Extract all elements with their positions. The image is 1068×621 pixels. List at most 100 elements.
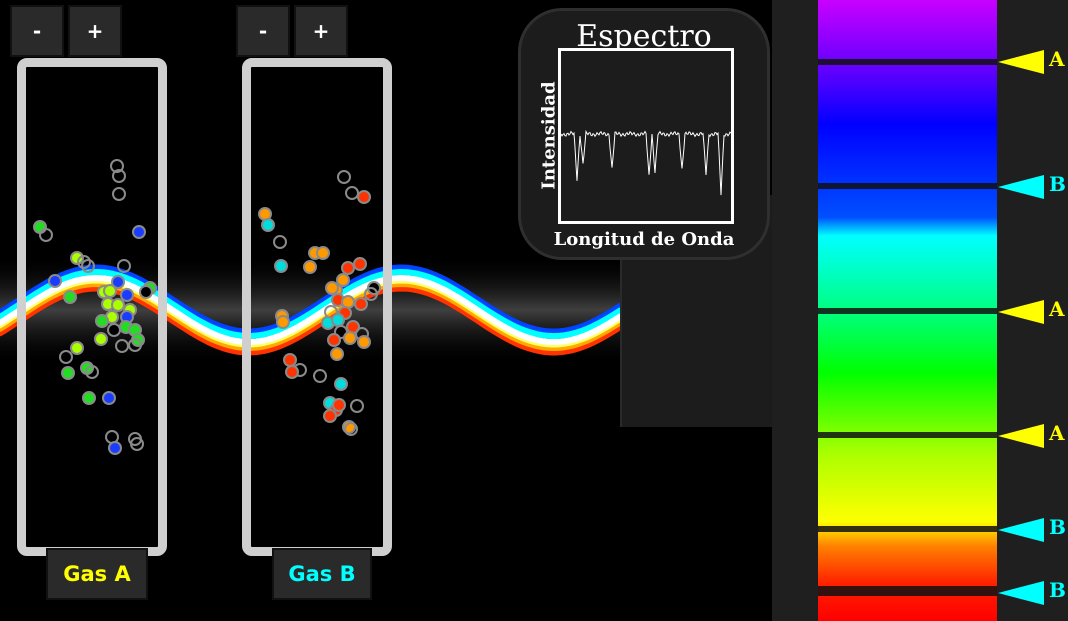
gas-particle xyxy=(77,255,91,269)
absorption-line xyxy=(818,586,997,596)
gas-particle xyxy=(354,297,368,311)
absorption-marker: A xyxy=(998,47,1068,77)
spectrum-x-axis-label: Longitud de Onda xyxy=(553,229,735,250)
chamber-b-gas-label: Gas B xyxy=(272,548,372,600)
gas-particle xyxy=(81,259,95,273)
gas-particle xyxy=(61,366,75,380)
gas-particle xyxy=(59,350,73,364)
marker-arrow-icon xyxy=(998,518,1044,542)
gas-particle xyxy=(316,246,330,260)
gas-particle xyxy=(48,274,62,288)
gas-particle xyxy=(274,259,288,273)
gas-particle xyxy=(108,441,122,455)
gas-particle xyxy=(110,159,124,173)
chamber-a-gas-label: Gas A xyxy=(46,548,148,600)
gas-particle xyxy=(364,287,378,301)
marker-arrow-icon xyxy=(998,175,1044,199)
chamber-b-gas-name: Gas B xyxy=(288,562,356,586)
beam-wave xyxy=(0,264,620,336)
gas-particle xyxy=(130,437,144,451)
gas-particle xyxy=(313,369,327,383)
gas-particle xyxy=(325,281,339,295)
gas-particle xyxy=(107,323,121,337)
gas-particle xyxy=(343,331,357,345)
gas-particle xyxy=(128,338,142,352)
gas-particle xyxy=(337,170,351,184)
marker-label: B xyxy=(1049,578,1066,602)
absorption-line xyxy=(818,308,997,314)
gas-particle xyxy=(94,332,108,346)
gas-particles xyxy=(33,159,381,455)
gas-particle xyxy=(115,339,129,353)
gas-particle xyxy=(341,261,355,275)
gas-particle xyxy=(111,275,125,289)
gas-particle xyxy=(327,333,341,347)
gas-particle xyxy=(33,220,47,234)
gas-particle xyxy=(117,259,131,273)
gas-particle xyxy=(85,365,99,379)
gas-particle xyxy=(336,273,350,287)
gas-particle xyxy=(273,235,287,249)
marker-label: B xyxy=(1049,172,1066,196)
gas-particle xyxy=(332,398,346,412)
marker-label: A xyxy=(1049,421,1065,445)
gas-particle xyxy=(120,288,134,302)
gas-particle xyxy=(323,409,337,423)
gas-particle xyxy=(285,365,299,379)
beam-wave xyxy=(0,280,620,352)
chamber-a-minus-button[interactable]: - xyxy=(10,5,64,57)
absorption-line xyxy=(818,432,997,438)
spectrum-y-axis-label: Intensidad xyxy=(538,81,560,190)
absorption-spectrum-bands xyxy=(818,0,997,621)
gas-particle xyxy=(132,225,146,239)
spectrum-plot xyxy=(558,48,734,224)
gas-particle xyxy=(261,218,275,232)
gas-particle xyxy=(111,298,125,312)
gas-particle xyxy=(357,335,371,349)
gas-particle xyxy=(303,260,317,274)
spectrum-trace xyxy=(560,129,732,196)
gas-particle xyxy=(331,313,345,327)
marker-label: A xyxy=(1049,297,1065,321)
gas-particle xyxy=(330,347,344,361)
absorption-marker: B xyxy=(998,578,1068,608)
beam-wave xyxy=(0,274,620,346)
chamber-a-particles xyxy=(33,159,157,455)
gas-particle xyxy=(357,190,371,204)
marker-arrow-icon xyxy=(998,300,1044,324)
absorption-marker: A xyxy=(998,297,1068,327)
gas-particle xyxy=(95,314,109,328)
chamber-b-minus-button[interactable]: - xyxy=(236,5,290,57)
gas-particle xyxy=(102,391,116,405)
marker-arrow-icon xyxy=(998,424,1044,448)
absorption-line xyxy=(818,526,997,532)
gas-particle xyxy=(70,251,84,265)
gas-particle xyxy=(103,284,117,298)
absorption-marker: A xyxy=(998,421,1068,451)
gas-particle xyxy=(353,257,367,271)
gas-particle xyxy=(345,186,359,200)
gas-particle xyxy=(334,377,348,391)
marker-arrow-icon xyxy=(998,581,1044,605)
gas-particle xyxy=(283,353,297,367)
chamber-a-plus-button[interactable]: + xyxy=(68,5,122,57)
gas-particle xyxy=(276,315,290,329)
gas-particle xyxy=(39,228,53,242)
marker-label: B xyxy=(1049,515,1066,539)
absorption-line xyxy=(818,59,997,65)
gas-particle xyxy=(112,187,126,201)
gas-particle xyxy=(139,285,153,299)
chamber-b-particles xyxy=(258,170,381,436)
marker-arrow-icon xyxy=(998,50,1044,74)
absorption-marker: B xyxy=(998,172,1068,202)
marker-label: A xyxy=(1049,47,1065,71)
gas-particle xyxy=(350,399,364,413)
spectrum-panel: Espectro Intensidad Longitud de Onda xyxy=(518,8,770,260)
gas-particle xyxy=(70,341,84,355)
gas-particle xyxy=(82,391,96,405)
absorption-line xyxy=(818,183,997,189)
beam-wave xyxy=(0,268,620,340)
gas-particle xyxy=(112,169,126,183)
chamber-a-gas-name: Gas A xyxy=(63,562,131,586)
chamber-b-plus-button[interactable]: + xyxy=(294,5,348,57)
